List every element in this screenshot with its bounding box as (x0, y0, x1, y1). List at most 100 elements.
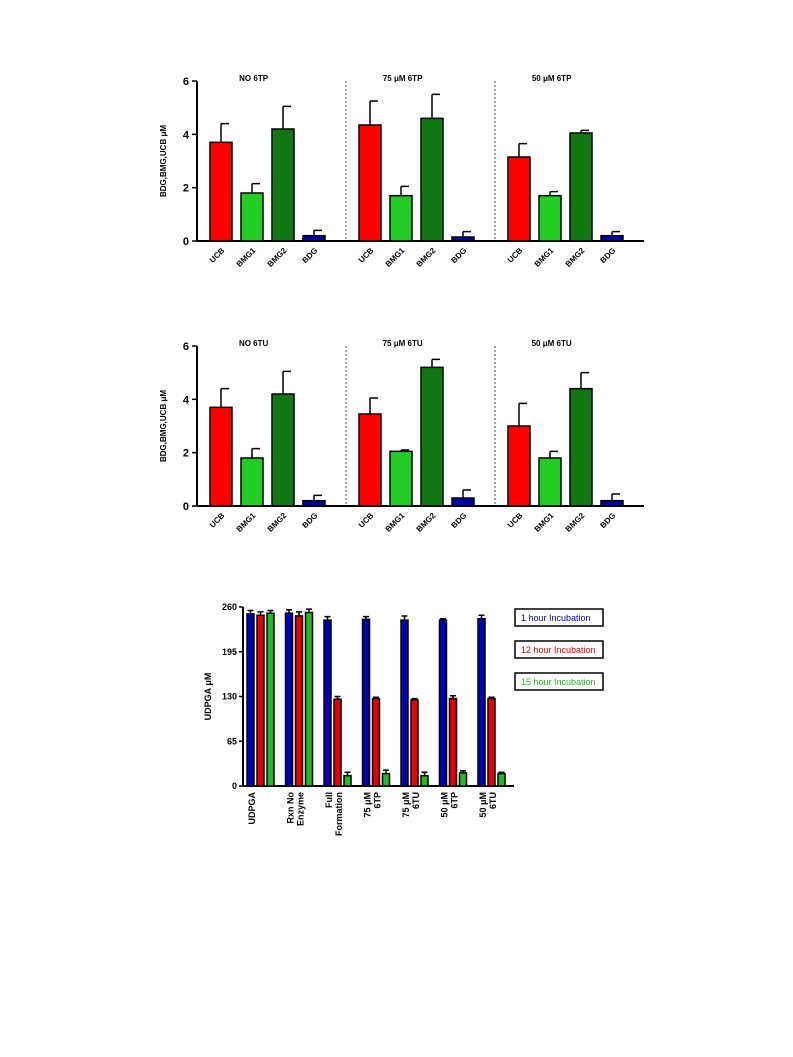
error-bar (411, 697, 418, 700)
x-tick-label: BMG1 (235, 511, 258, 534)
bar-red (371, 697, 381, 787)
panel-title: 75 μM 6TU (383, 339, 423, 348)
y-axis-label: UDPGA μM (203, 673, 213, 721)
bar-bdg (302, 499, 326, 507)
panel-title: NO 6TP (239, 74, 269, 83)
bar-ucb (358, 124, 382, 242)
error-bar (401, 615, 408, 621)
error-bar (383, 769, 389, 774)
error-bar (518, 142, 527, 157)
panel-title: 50 μM 6TP (532, 74, 572, 83)
error-bar (344, 771, 351, 776)
error-bar (460, 770, 466, 773)
x-tick-label: BDG (300, 511, 319, 530)
x-tick-label: BDG (598, 246, 617, 265)
bar-ucb (209, 141, 233, 242)
x-tick-label: 6TP (450, 792, 460, 809)
y-axis-label: BDG,BMG,UCB μM (159, 125, 168, 197)
legend-box (514, 640, 604, 659)
bar-ucb (209, 406, 233, 507)
error-bar (282, 370, 291, 394)
bar-bmg2 (569, 387, 593, 507)
bar-bmg1 (240, 457, 264, 507)
error-bar (462, 230, 471, 237)
x-tick-label: BMG2 (266, 511, 289, 534)
bar-blue (477, 617, 486, 787)
bar-bmg1 (389, 194, 413, 242)
x-tick-label: Rxn No (286, 791, 296, 823)
bar-green (458, 772, 468, 787)
y-tick-label: 6 (183, 341, 189, 353)
error-bar (431, 358, 440, 368)
error-bar (549, 190, 558, 196)
error-bar (450, 695, 456, 699)
bar-bdg (451, 236, 475, 242)
error-bar (580, 129, 589, 133)
bar-bdg (600, 499, 624, 507)
x-tick-label: UCB (357, 246, 376, 265)
x-tick-label: 6TP (373, 792, 383, 809)
error-bar (220, 122, 229, 143)
error-bar (462, 489, 471, 498)
bar-bmg2 (420, 117, 444, 242)
error-bar (518, 402, 527, 426)
bar-blue (323, 619, 332, 787)
y-tick-label: 0 (183, 501, 189, 513)
x-tick-label: 75 μM (363, 792, 373, 818)
bar-ucb (358, 413, 382, 507)
x-tick-label: BDG (449, 511, 468, 530)
y-axis-label: BDG,BMG,UCB μM (159, 390, 168, 462)
y-tick-label: 0 (232, 781, 237, 791)
legend-label: 1 hour Incubation (521, 613, 591, 623)
x-tick-label: UCB (208, 511, 227, 530)
y-tick-label: 4 (183, 394, 190, 406)
y-tick-label: 2 (183, 448, 189, 460)
error-bar (369, 397, 378, 414)
bar-green (381, 772, 391, 787)
x-tick-label: Enzyme (296, 792, 306, 826)
error-bar (313, 229, 322, 236)
error-bar (580, 371, 589, 389)
error-bar (363, 615, 369, 620)
error-bar (611, 230, 620, 236)
bar-blue (438, 619, 448, 787)
bar-bmg1 (538, 194, 562, 242)
error-bar (431, 93, 440, 119)
x-tick-label: BMG1 (384, 511, 407, 534)
error-bar (267, 609, 274, 614)
x-tick-label: BMG1 (235, 246, 258, 269)
x-tick-label: UCB (506, 511, 525, 530)
bar-green (420, 774, 429, 787)
bar-red (448, 697, 458, 787)
panel-title: 75 μM 6TP (383, 74, 423, 83)
bar-bmg1 (389, 450, 413, 507)
x-tick-label: 75 μM (401, 792, 411, 818)
bar-bmg1 (240, 192, 264, 242)
legend-box (514, 672, 604, 691)
error-bar (257, 611, 264, 616)
error-bar (549, 450, 558, 458)
x-tick-label: BMG2 (415, 246, 438, 269)
x-tick-label: BMG1 (533, 511, 556, 534)
x-tick-label: UCB (506, 246, 525, 265)
y-tick-label: 2 (183, 183, 189, 195)
bar-blue (246, 613, 255, 787)
bar-green (343, 774, 352, 787)
bar-bmg2 (271, 128, 295, 242)
y-tick-label: 195 (222, 647, 237, 657)
x-tick-label: BMG2 (415, 511, 438, 534)
bar-bmg2 (420, 366, 444, 507)
x-tick-label: BMG2 (564, 511, 587, 534)
bar-bmg2 (271, 393, 295, 507)
error-bar (373, 696, 379, 699)
error-bar (282, 105, 291, 129)
error-bar (247, 609, 254, 614)
error-bar (488, 696, 495, 699)
x-tick-label: BMG1 (384, 246, 407, 269)
bar-bdg (600, 234, 624, 242)
x-tick-label: BMG2 (564, 246, 587, 269)
y-tick-label: 0 (183, 236, 189, 248)
error-bar (478, 614, 485, 619)
bar-red (410, 699, 419, 787)
